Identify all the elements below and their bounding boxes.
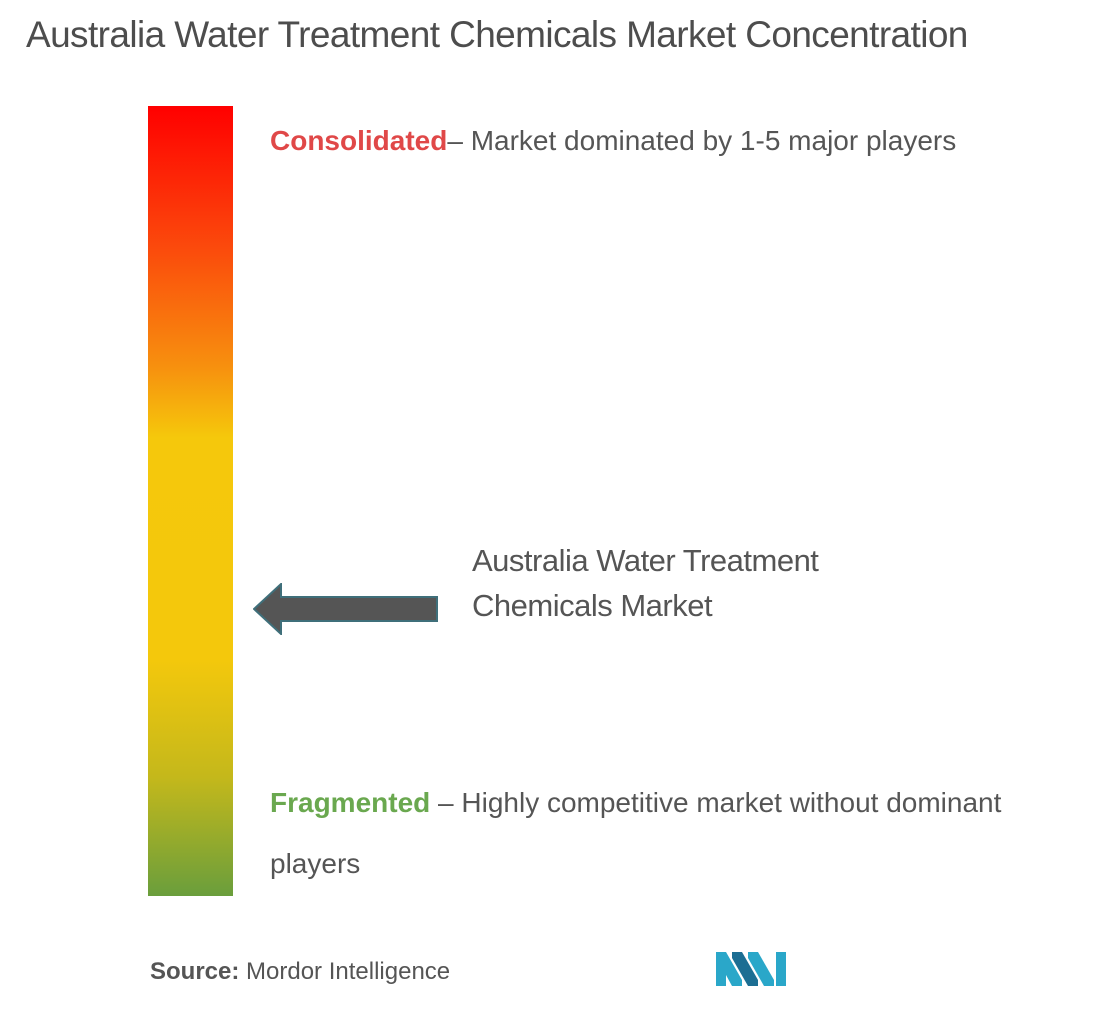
market-pointer-label: Australia Water Treatment Chemicals Mark… [472, 543, 819, 623]
fragmented-label: Fragmented [270, 787, 431, 818]
fragmented-text: – Highly competitive market without domi… [270, 787, 1002, 879]
source-value: Mordor Intelligence [239, 958, 451, 985]
mordor-intelligence-logo-icon [716, 952, 786, 986]
consolidated-label: Consolidated [270, 125, 448, 156]
source-line: Source: Mordor Intelligence [150, 958, 450, 986]
left-arrow-icon [253, 583, 438, 635]
consolidated-description: Consolidated– Market dominated by 1-5 ma… [270, 110, 1030, 171]
concentration-gradient-bar [148, 106, 233, 896]
source-label: Source: [150, 958, 240, 985]
consolidated-text: – Market dominated by 1-5 major players [447, 125, 957, 156]
fragmented-description: Fragmented – Highly competitive market w… [270, 772, 1030, 894]
page-title: Australia Water Treatment Chemicals Mark… [26, 14, 968, 55]
